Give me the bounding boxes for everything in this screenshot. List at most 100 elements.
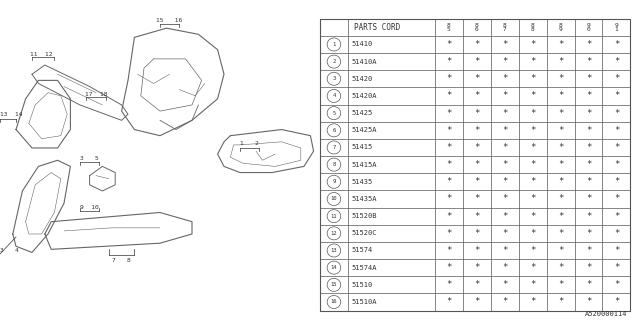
Text: 9: 9 bbox=[332, 179, 335, 184]
Text: 10: 10 bbox=[331, 196, 337, 202]
Text: *: * bbox=[502, 263, 508, 272]
Text: *: * bbox=[530, 57, 535, 66]
Text: 7: 7 bbox=[332, 145, 335, 150]
Text: *: * bbox=[614, 92, 619, 100]
Text: *: * bbox=[530, 298, 535, 307]
Text: *: * bbox=[558, 195, 563, 204]
Text: *: * bbox=[474, 108, 479, 118]
Text: *: * bbox=[558, 177, 563, 186]
Text: *: * bbox=[446, 195, 451, 204]
Text: 15: 15 bbox=[331, 282, 337, 287]
Text: *: * bbox=[614, 280, 619, 289]
Text: *: * bbox=[586, 57, 591, 66]
Text: *: * bbox=[502, 74, 508, 83]
Text: *: * bbox=[502, 280, 508, 289]
Text: 3: 3 bbox=[332, 76, 335, 81]
Text: *: * bbox=[530, 126, 535, 135]
Text: *: * bbox=[614, 195, 619, 204]
Text: *: * bbox=[530, 246, 535, 255]
Text: 51425: 51425 bbox=[351, 110, 372, 116]
Text: 5: 5 bbox=[332, 111, 335, 116]
Text: *: * bbox=[474, 280, 479, 289]
Text: *: * bbox=[446, 40, 451, 49]
Text: *: * bbox=[502, 195, 508, 204]
Text: *: * bbox=[530, 263, 535, 272]
Text: 51435A: 51435A bbox=[351, 196, 376, 202]
Text: *: * bbox=[446, 57, 451, 66]
Text: *: * bbox=[586, 246, 591, 255]
Text: 51415: 51415 bbox=[351, 144, 372, 150]
Text: 14: 14 bbox=[331, 265, 337, 270]
Text: *: * bbox=[530, 177, 535, 186]
Text: *: * bbox=[530, 160, 535, 169]
Text: *: * bbox=[614, 143, 619, 152]
Text: 11: 11 bbox=[331, 214, 337, 219]
Text: *: * bbox=[558, 143, 563, 152]
Text: 51510A: 51510A bbox=[351, 299, 376, 305]
Text: *: * bbox=[558, 212, 563, 221]
Text: *: * bbox=[474, 57, 479, 66]
Text: *: * bbox=[586, 195, 591, 204]
Text: 1: 1 bbox=[332, 42, 335, 47]
Text: *: * bbox=[502, 160, 508, 169]
Text: *: * bbox=[530, 229, 535, 238]
Text: *: * bbox=[558, 74, 563, 83]
Text: *: * bbox=[614, 229, 619, 238]
Text: *: * bbox=[446, 246, 451, 255]
Text: *: * bbox=[502, 212, 508, 221]
Text: 51425A: 51425A bbox=[351, 127, 376, 133]
Text: 1   2: 1 2 bbox=[240, 141, 259, 146]
Text: *: * bbox=[446, 92, 451, 100]
Text: *: * bbox=[474, 40, 479, 49]
Text: 11  12: 11 12 bbox=[30, 52, 53, 57]
Text: *: * bbox=[530, 143, 535, 152]
Text: *: * bbox=[586, 74, 591, 83]
Text: 6: 6 bbox=[332, 128, 335, 133]
Text: *: * bbox=[614, 126, 619, 135]
Text: *: * bbox=[530, 74, 535, 83]
Text: *: * bbox=[586, 160, 591, 169]
Text: *: * bbox=[530, 212, 535, 221]
Text: *: * bbox=[502, 143, 508, 152]
Text: 3   4: 3 4 bbox=[0, 248, 19, 253]
Text: *: * bbox=[474, 74, 479, 83]
Text: 8
6: 8 6 bbox=[475, 22, 479, 32]
Text: *: * bbox=[614, 57, 619, 66]
Text: *: * bbox=[446, 229, 451, 238]
Text: 51574A: 51574A bbox=[351, 265, 376, 271]
Text: *: * bbox=[586, 298, 591, 307]
Text: *: * bbox=[586, 280, 591, 289]
Text: 8
9: 8 9 bbox=[559, 22, 563, 32]
Text: 9
0: 9 0 bbox=[587, 22, 590, 32]
Text: *: * bbox=[558, 263, 563, 272]
Text: *: * bbox=[614, 160, 619, 169]
Text: *: * bbox=[558, 160, 563, 169]
Text: *: * bbox=[586, 92, 591, 100]
Text: *: * bbox=[446, 298, 451, 307]
Text: 2: 2 bbox=[332, 59, 335, 64]
Text: 51415A: 51415A bbox=[351, 162, 376, 168]
Text: 13  14: 13 14 bbox=[0, 112, 22, 117]
Text: *: * bbox=[502, 108, 508, 118]
Text: *: * bbox=[446, 108, 451, 118]
Text: *: * bbox=[474, 126, 479, 135]
Text: *: * bbox=[530, 40, 535, 49]
Text: *: * bbox=[586, 212, 591, 221]
Text: 51510: 51510 bbox=[351, 282, 372, 288]
Text: *: * bbox=[614, 246, 619, 255]
Text: 13: 13 bbox=[331, 248, 337, 253]
Text: 51410: 51410 bbox=[351, 42, 372, 47]
Text: 51574: 51574 bbox=[351, 247, 372, 253]
Text: *: * bbox=[474, 298, 479, 307]
Text: *: * bbox=[446, 280, 451, 289]
Text: 9  10: 9 10 bbox=[80, 205, 99, 211]
Text: *: * bbox=[614, 40, 619, 49]
Text: *: * bbox=[558, 246, 563, 255]
Text: 51435: 51435 bbox=[351, 179, 372, 185]
Text: *: * bbox=[502, 57, 508, 66]
Text: 8
8: 8 8 bbox=[531, 22, 534, 32]
Text: *: * bbox=[586, 229, 591, 238]
Text: *: * bbox=[586, 263, 591, 272]
Text: *: * bbox=[502, 246, 508, 255]
Text: *: * bbox=[530, 92, 535, 100]
